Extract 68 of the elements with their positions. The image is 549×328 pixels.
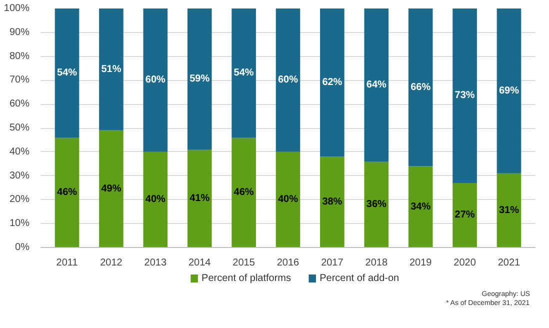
bar xyxy=(364,161,389,248)
bar xyxy=(452,182,477,248)
data-label: 66% xyxy=(410,82,431,93)
bar xyxy=(54,138,80,248)
data-label: 60% xyxy=(278,74,298,86)
data-label: 46% xyxy=(57,187,78,198)
bar xyxy=(408,8,433,166)
data-label: 36% xyxy=(366,198,387,210)
x-tick-label: 2021 xyxy=(498,258,521,268)
bar xyxy=(320,8,344,157)
y-tick-label: 80% xyxy=(9,50,30,62)
data-label: 38% xyxy=(322,196,342,208)
x-tick-label: 2016 xyxy=(276,258,300,268)
bar xyxy=(452,8,477,183)
bar xyxy=(276,8,300,152)
y-tick-label: 90% xyxy=(9,26,30,38)
x-tick-label: 2012 xyxy=(100,258,123,268)
bar xyxy=(99,130,124,248)
y-tick-label: 40% xyxy=(9,146,30,158)
x-tick-label: 2018 xyxy=(365,258,388,268)
bar xyxy=(99,8,124,130)
x-tick-label: 2015 xyxy=(232,258,256,268)
bar xyxy=(143,152,168,248)
data-label: 40% xyxy=(278,194,298,206)
data-label: 31% xyxy=(498,204,520,216)
data-label: 64% xyxy=(366,79,387,90)
y-tick-label: 30% xyxy=(9,170,30,182)
data-label: 69% xyxy=(498,85,520,96)
data-label: 62% xyxy=(322,77,342,88)
x-tick-label: 2020 xyxy=(454,258,476,268)
legend-label: Percent of add-on xyxy=(320,273,400,284)
x-tick-label: 2013 xyxy=(144,258,167,268)
y-tick-label: 0% xyxy=(15,242,30,253)
data-label: 49% xyxy=(101,183,122,194)
bar xyxy=(408,166,433,248)
y-tick-label: 20% xyxy=(9,194,30,206)
bar xyxy=(320,156,344,248)
bar xyxy=(232,8,256,138)
data-label: 46% xyxy=(234,187,254,198)
x-tick-label: 2019 xyxy=(409,258,432,268)
data-label: 59% xyxy=(190,74,210,85)
bar xyxy=(276,152,300,248)
x-tick-label: 2011 xyxy=(56,258,78,268)
x-tick-label: 2014 xyxy=(188,258,212,268)
data-label: 41% xyxy=(190,193,210,204)
bar xyxy=(496,173,522,248)
data-label: 60% xyxy=(145,74,166,86)
data-label: 34% xyxy=(410,201,431,212)
data-label: 40% xyxy=(145,194,166,206)
data-label: 54% xyxy=(57,68,78,79)
bar xyxy=(364,8,389,162)
data-label: 51% xyxy=(101,64,122,75)
data-label: 27% xyxy=(454,210,475,221)
bar xyxy=(232,138,256,248)
bar xyxy=(143,8,168,152)
data-label: 73% xyxy=(454,90,475,102)
bar xyxy=(187,150,212,248)
y-tick-label: 10% xyxy=(9,218,30,230)
bar xyxy=(54,8,80,138)
x-tick-label: 2017 xyxy=(321,258,344,268)
y-tick-label: 60% xyxy=(9,98,30,110)
y-tick-label: 100% xyxy=(4,3,30,14)
y-tick-label: 70% xyxy=(9,74,30,86)
y-tick-label: 50% xyxy=(9,122,30,134)
bar xyxy=(496,8,522,174)
legend-label: Percent of platforms xyxy=(202,273,292,284)
data-label: 54% xyxy=(234,68,254,79)
bar xyxy=(187,8,212,150)
